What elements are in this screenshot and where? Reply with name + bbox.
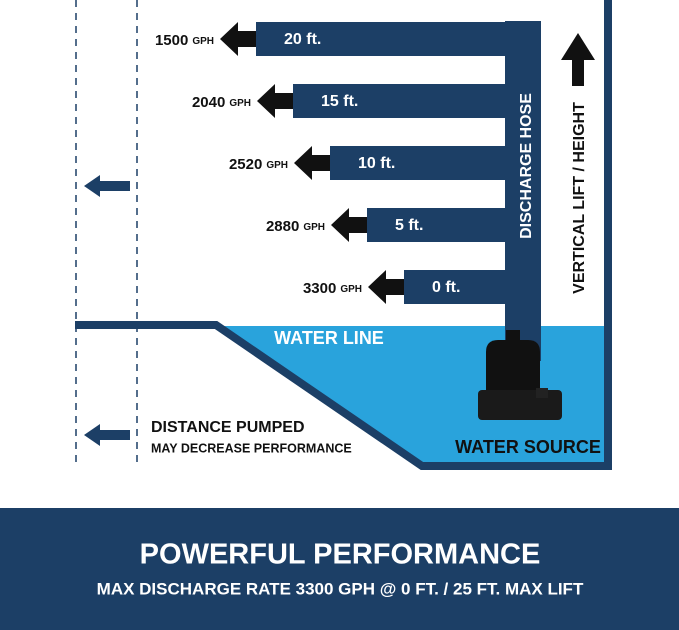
flow-unit: GPH: [303, 222, 325, 233]
discharge-hose: [505, 21, 541, 361]
level-bar: [330, 146, 505, 180]
levels: 20 ft. 1500 GPH 15 ft. 2040 GPH 10 ft. 2520 GPH 5…: [155, 22, 505, 304]
footer-title: POWERFUL PERFORMANCE: [140, 539, 541, 571]
up-arrow: [561, 33, 595, 86]
left-arrow: [84, 175, 130, 197]
flow-arrow: [331, 208, 367, 242]
footer-banner: [0, 508, 679, 630]
footer-subtitle: MAX DISCHARGE RATE 3300 GPH @ 0 FT. / 25…: [97, 579, 584, 598]
height-label: 5 ft.: [395, 217, 423, 234]
flow-unit: GPH: [229, 98, 251, 109]
flow-unit: GPH: [266, 160, 288, 171]
hose-label: DISCHARGE HOSE: [518, 93, 535, 239]
flow-value: 2040: [192, 94, 225, 111]
height-label: 10 ft.: [358, 155, 395, 172]
height-label: 15 ft.: [321, 93, 358, 110]
level-bar: [256, 22, 505, 56]
level-bar: [404, 270, 505, 304]
flow-arrow: [368, 270, 404, 304]
flow-value: 1500: [155, 32, 188, 49]
water-line-label: WATER LINE: [274, 328, 384, 348]
flow-arrow: [220, 22, 256, 56]
distance-note: MAY DECREASE PERFORMANCE: [151, 441, 352, 455]
flow-arrow: [257, 84, 293, 118]
level-bar: [293, 84, 505, 118]
left-arrow: [84, 424, 130, 446]
height-label: 0 ft.: [432, 279, 460, 296]
flow-value: 2520: [229, 156, 262, 173]
flow-label: 2520 GPH: [229, 156, 288, 173]
basin-outline: [75, 0, 612, 470]
flow-label: 3300 GPH: [303, 280, 362, 297]
flow-value: 3300: [303, 280, 336, 297]
distance-label: DISTANCE PUMPED: [151, 419, 305, 436]
height-label: 20 ft.: [284, 31, 321, 48]
flow-label: 2880 GPH: [266, 218, 325, 235]
level-bar: [367, 208, 505, 242]
flow-value: 2880: [266, 218, 299, 235]
pump: [478, 330, 562, 420]
flow-label: 2040 GPH: [192, 94, 251, 111]
flow-label: 1500 GPH: [155, 32, 214, 49]
flow-unit: GPH: [340, 284, 362, 295]
lift-label: VERTICAL LIFT / HEIGHT: [571, 102, 588, 294]
water-source-label: WATER SOURCE: [455, 437, 601, 457]
flow-unit: GPH: [192, 36, 214, 47]
flow-arrow: [294, 146, 330, 180]
